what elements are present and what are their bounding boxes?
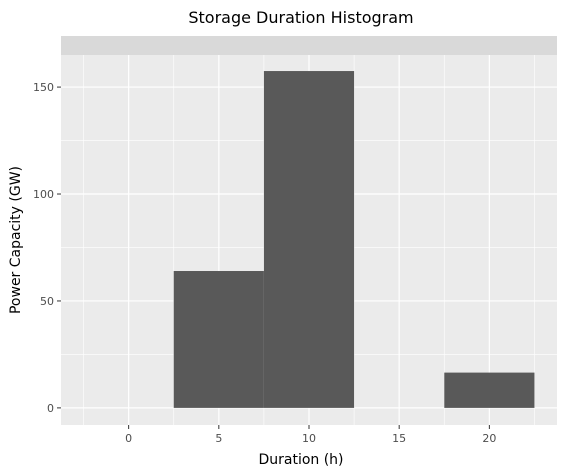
y-tick-label: 0 <box>47 402 54 415</box>
x-tick-label: 20 <box>482 432 496 445</box>
histogram-bar <box>174 271 264 408</box>
x-tick-label: 5 <box>215 432 222 445</box>
facet-strip <box>61 36 557 55</box>
x-axis-title: Duration (h) <box>258 452 343 468</box>
histogram-bar <box>444 373 534 408</box>
y-axis-ticks: 0 50 100 150 <box>33 81 61 415</box>
x-tick-label: 0 <box>125 432 132 445</box>
y-tick-label: 150 <box>33 81 54 94</box>
y-tick-label: 50 <box>40 295 54 308</box>
x-axis-ticks: 0 5 10 15 20 <box>125 425 496 445</box>
histogram-bar <box>264 71 354 408</box>
y-axis-title: Power Capacity (GW) <box>8 166 24 314</box>
x-tick-label: 10 <box>302 432 316 445</box>
chart-title: Storage Duration Histogram <box>188 8 413 27</box>
y-tick-label: 100 <box>33 188 54 201</box>
x-tick-label: 15 <box>392 432 406 445</box>
